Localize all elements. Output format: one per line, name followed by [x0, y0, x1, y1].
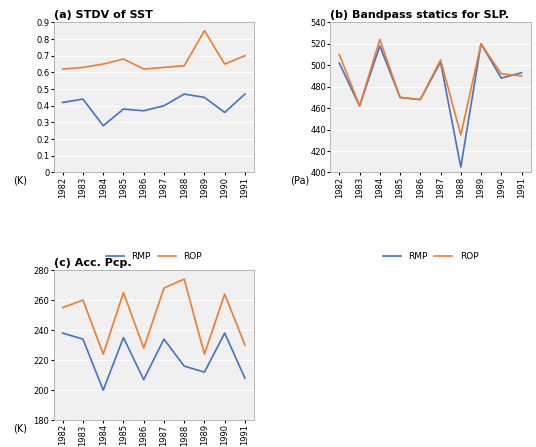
Text: (c) Acc. Pcp.: (c) Acc. Pcp. [54, 258, 131, 268]
RMP [80, 337, 86, 342]
Text: (a) STDV of SST: (a) STDV of SST [54, 10, 152, 20]
RMP [437, 59, 444, 65]
ROP [336, 52, 343, 57]
RMP [458, 164, 464, 170]
RMP [356, 103, 363, 109]
ROP [458, 132, 464, 138]
Legend: RMP, ROP: RMP, ROP [106, 252, 202, 261]
ROP [181, 276, 188, 282]
Line: RMP: RMP [63, 94, 245, 126]
ROP [518, 73, 525, 79]
ROP [377, 37, 383, 42]
ROP [242, 53, 248, 59]
Line: RMP: RMP [63, 333, 245, 390]
ROP [100, 351, 107, 357]
ROP [478, 41, 484, 46]
ROP [100, 61, 107, 67]
RMP [161, 337, 167, 342]
Legend: RMP, ROP: RMP, ROP [383, 252, 478, 261]
Text: (K): (K) [13, 176, 27, 186]
ROP [397, 95, 403, 100]
RMP [181, 363, 188, 369]
ROP [161, 65, 167, 70]
ROP [201, 28, 207, 34]
RMP [397, 95, 403, 100]
RMP [242, 91, 248, 97]
RMP [140, 108, 147, 114]
Text: (Pa): (Pa) [290, 176, 309, 186]
RMP [100, 388, 107, 393]
ROP [80, 297, 86, 303]
ROP [161, 285, 167, 291]
ROP [221, 61, 228, 67]
Line: ROP: ROP [63, 279, 245, 354]
RMP [161, 103, 167, 109]
RMP [140, 377, 147, 382]
RMP [181, 91, 188, 97]
RMP [242, 375, 248, 381]
ROP [201, 351, 207, 357]
ROP [417, 97, 423, 102]
Text: (b) Bandpass statics for SLP.: (b) Bandpass statics for SLP. [330, 10, 509, 20]
ROP [140, 346, 147, 351]
RMP [377, 43, 383, 49]
ROP [59, 305, 66, 310]
RMP [221, 110, 228, 115]
RMP [478, 41, 484, 46]
Line: RMP: RMP [339, 44, 522, 167]
ROP [498, 71, 504, 76]
ROP [80, 65, 86, 70]
ROP [356, 103, 363, 109]
RMP [201, 370, 207, 375]
RMP [336, 60, 343, 66]
RMP [100, 123, 107, 128]
Text: (K): (K) [13, 423, 27, 433]
RMP [498, 76, 504, 81]
ROP [242, 342, 248, 348]
ROP [437, 57, 444, 63]
RMP [120, 106, 126, 112]
ROP [140, 66, 147, 72]
RMP [59, 330, 66, 336]
RMP [518, 70, 525, 76]
ROP [120, 290, 126, 295]
Line: ROP: ROP [63, 31, 245, 69]
ROP [120, 56, 126, 62]
RMP [59, 100, 66, 105]
ROP [181, 63, 188, 68]
ROP [221, 291, 228, 297]
ROP [59, 66, 66, 72]
RMP [221, 330, 228, 336]
RMP [120, 335, 126, 340]
RMP [201, 95, 207, 100]
Line: ROP: ROP [339, 39, 522, 135]
RMP [417, 97, 423, 102]
RMP [80, 97, 86, 102]
